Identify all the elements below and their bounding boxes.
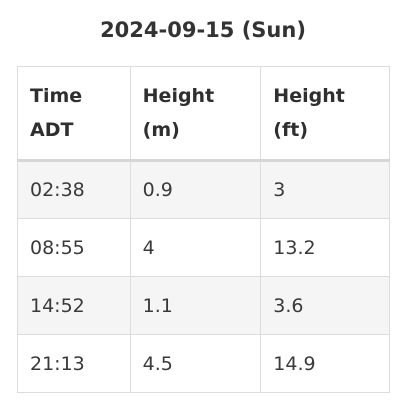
table-header: Time ADT Height (m) Height (ft) xyxy=(17,66,390,162)
cell-height-m: 4 xyxy=(129,218,262,277)
cell-height-ft: 14.9 xyxy=(260,334,390,393)
cell-height-m: 1.1 xyxy=(129,276,262,335)
cell-height-m: 0.9 xyxy=(129,160,262,219)
cell-time: 08:55 xyxy=(17,218,131,277)
column-header-height-ft: Height (ft) xyxy=(260,66,390,162)
cell-time: 21:13 xyxy=(17,334,131,393)
table-body: 02:38 0.9 3 08:55 4 13.2 14:52 1.1 3.6 2… xyxy=(17,160,390,393)
cell-time: 02:38 xyxy=(17,160,131,219)
column-header-time-line2: ADT xyxy=(30,119,74,141)
table-row: 02:38 0.9 3 xyxy=(17,160,390,219)
table-row: 14:52 1.1 3.6 xyxy=(17,276,390,335)
page-title: 2024-09-15 (Sun) xyxy=(100,18,306,42)
table-row: 21:13 4.5 14.9 xyxy=(17,334,390,393)
cell-height-ft: 3.6 xyxy=(260,276,390,335)
column-header-height-ft-line2: (ft) xyxy=(273,119,309,141)
cell-time: 14:52 xyxy=(17,276,131,335)
column-header-height-m-line2: (m) xyxy=(142,119,180,141)
cell-height-m: 4.5 xyxy=(129,334,262,393)
column-header-height-m: Height (m) xyxy=(129,66,262,162)
table-row: 08:55 4 13.2 xyxy=(17,218,390,277)
column-header-height-ft-line1: Height xyxy=(273,85,345,107)
cell-height-ft: 3 xyxy=(260,160,390,219)
tide-table: Time ADT Height (m) Height (ft) 02:38 0.… xyxy=(17,66,390,393)
column-header-time: Time ADT xyxy=(17,66,131,162)
column-header-height-m-line1: Height xyxy=(142,85,215,107)
header-row: Time ADT Height (m) Height (ft) xyxy=(17,66,390,162)
column-header-time-line1: Time xyxy=(30,85,83,107)
cell-height-ft: 13.2 xyxy=(260,218,390,277)
